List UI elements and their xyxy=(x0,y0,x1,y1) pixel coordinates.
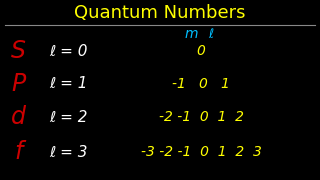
Text: 0: 0 xyxy=(197,44,206,58)
Text: P: P xyxy=(12,72,26,96)
Text: S: S xyxy=(11,39,26,63)
Text: m: m xyxy=(185,27,198,41)
Text: ℓ: ℓ xyxy=(208,28,213,41)
Text: ℓ = 2: ℓ = 2 xyxy=(49,110,87,125)
Text: d: d xyxy=(11,105,26,129)
Text: -1   0   1: -1 0 1 xyxy=(172,77,230,91)
Text: ℓ = 3: ℓ = 3 xyxy=(49,145,87,159)
Text: -3 -2 -1  0  1  2  3: -3 -2 -1 0 1 2 3 xyxy=(141,145,262,159)
Text: Quantum Numbers: Quantum Numbers xyxy=(74,4,246,22)
Text: -2 -1  0  1  2: -2 -1 0 1 2 xyxy=(159,111,244,124)
Text: ℓ = 1: ℓ = 1 xyxy=(49,76,87,91)
Text: ℓ = 0: ℓ = 0 xyxy=(49,44,87,59)
Text: f: f xyxy=(15,140,23,164)
